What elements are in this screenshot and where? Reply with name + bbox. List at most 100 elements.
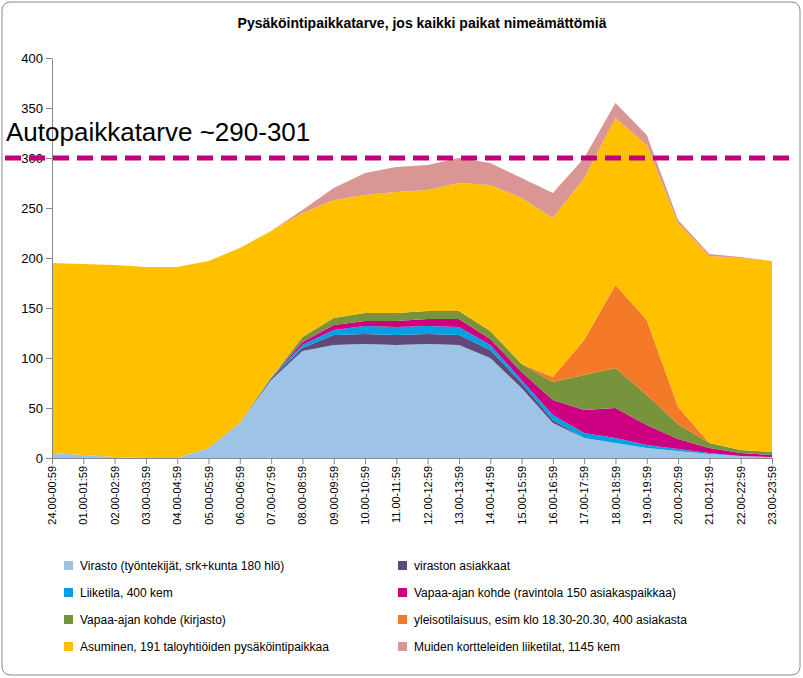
x-tick-label: 06.00-06:59 xyxy=(234,466,246,525)
x-tick: 05.00-05:59 xyxy=(203,458,215,525)
x-tick-label: 10.00-10:59 xyxy=(359,466,371,525)
y-tick-mark xyxy=(46,408,52,409)
y-tick-mark xyxy=(46,308,52,309)
x-tick: 24.00-00:59 xyxy=(46,458,58,525)
y-tick-label: 0 xyxy=(36,451,43,466)
y-axis: 050100150200250300350400 xyxy=(21,51,52,466)
x-tick: 09.00-09:59 xyxy=(328,458,340,525)
legend: Virasto (työntekijät, srk+kunta 180 hlö)… xyxy=(64,559,687,654)
legend-label: viraston asiakkaat xyxy=(414,559,511,573)
x-tick: 04.00-04:59 xyxy=(171,458,183,525)
x-tick-label: 01.00-01:59 xyxy=(77,466,89,525)
x-tick: 17.00-17:59 xyxy=(578,458,590,525)
x-axis: 24.00-00:59 01.00-01:59 02.00-02:59 03.00-0… xyxy=(46,458,778,525)
legend-swatch xyxy=(64,561,73,570)
x-tick-mark xyxy=(709,458,710,464)
x-tick-mark xyxy=(615,458,616,464)
y-tick-mark xyxy=(46,108,52,109)
x-tick-mark xyxy=(177,458,178,464)
legend-label: Vapaa-ajan kohde (ravintola 150 asiakasp… xyxy=(414,586,676,600)
x-tick-label: 16.00-16:59 xyxy=(547,466,559,525)
legend-label: Muiden kortteleiden liiketilat, 1145 kem xyxy=(414,640,620,654)
y-tick-label: 400 xyxy=(21,51,43,66)
y-tick-mark xyxy=(46,208,52,209)
x-tick-mark xyxy=(52,458,53,464)
chart-border xyxy=(2,2,800,675)
x-tick-mark xyxy=(302,458,303,464)
legend-swatch xyxy=(64,588,73,597)
y-tick-label: 50 xyxy=(29,401,43,416)
legend-label: Virasto (työntekijät, srk+kunta 180 hlö) xyxy=(80,559,284,573)
x-tick-label: 24.00-00:59 xyxy=(46,466,58,525)
y-tick: 150 xyxy=(21,301,52,316)
legend-swatch xyxy=(398,588,407,597)
y-tick: 0 xyxy=(36,451,52,466)
x-tick: 02.00-02:59 xyxy=(109,458,121,525)
x-tick-mark xyxy=(240,458,241,464)
x-tick-mark xyxy=(522,458,523,464)
y-tick-label: 350 xyxy=(21,101,43,116)
x-tick-label: 11.00-11:59 xyxy=(390,466,402,523)
x-tick: 01.00-01:59 xyxy=(77,458,89,525)
y-tick-label: 100 xyxy=(21,351,43,366)
x-tick: 20.00-20:59 xyxy=(672,458,684,525)
x-tick-label: 17.00-17:59 xyxy=(578,466,590,525)
x-tick-label: 03.00-03:59 xyxy=(140,466,152,525)
legend-label: Vapaa-ajan kohde (kirjasto) xyxy=(80,613,226,627)
y-tick: 400 xyxy=(21,51,52,66)
x-tick-mark xyxy=(584,458,585,464)
x-tick-mark xyxy=(83,458,84,464)
x-tick: 12.00-12:59 xyxy=(422,458,434,525)
x-tick: 03.00-03:59 xyxy=(140,458,152,525)
x-tick-mark xyxy=(459,458,460,464)
x-tick: 16.00-16:59 xyxy=(547,458,559,525)
x-tick: 18.00-18:59 xyxy=(609,458,621,525)
x-tick: 06.00-06:59 xyxy=(234,458,246,525)
x-tick-label: 02.00-02:59 xyxy=(109,466,121,525)
x-tick: 08.00-08:59 xyxy=(296,458,308,525)
y-tick-label: 150 xyxy=(21,301,43,316)
legend-label: Asuminen, 191 taloyhtiöiden pysäköintipa… xyxy=(80,640,329,654)
x-tick-mark xyxy=(678,458,679,464)
x-tick-label: 20.00-20:59 xyxy=(672,466,684,525)
y-tick-mark xyxy=(46,458,52,459)
x-tick-mark xyxy=(146,458,147,464)
title: Pysäköintipaikkatarve, jos kaikki paikat… xyxy=(238,15,607,31)
x-tick-label: 15.00-15:59 xyxy=(516,466,528,525)
x-tick-mark xyxy=(334,458,335,464)
x-tick-label: 07.00-07:59 xyxy=(265,466,277,525)
x-tick: 15.00-15:59 xyxy=(516,458,528,525)
x-tick-mark xyxy=(428,458,429,464)
x-tick: 14.00-14:59 xyxy=(484,458,496,525)
legend-swatch xyxy=(64,642,73,651)
x-tick-label: 12.00-12:59 xyxy=(422,466,434,525)
y-tick-label: 200 xyxy=(21,251,43,266)
y-tick: 200 xyxy=(21,251,52,266)
x-tick-label: 19.00-19:59 xyxy=(641,466,653,525)
x-tick: 07.00-07:59 xyxy=(265,458,277,525)
x-tick-label: 14.00-14:59 xyxy=(484,466,496,525)
y-tick: 250 xyxy=(21,201,52,216)
x-tick-mark xyxy=(490,458,491,464)
y-tick-mark xyxy=(46,158,52,159)
x-tick-label: 09.00-09:59 xyxy=(328,466,340,525)
y-tick-label: 250 xyxy=(21,201,43,216)
y-tick: 350 xyxy=(21,101,52,116)
y-tick-mark xyxy=(46,58,52,59)
x-tick-label: 04.00-04:59 xyxy=(171,466,183,525)
x-tick-mark xyxy=(271,458,272,464)
chart: Pysäköintipaikkatarve, jos kaikki paikat… xyxy=(0,0,803,678)
x-axis-line xyxy=(53,458,773,459)
x-tick-mark xyxy=(647,458,648,464)
x-tick: 23.00-23:59 xyxy=(766,458,778,525)
y-tick: 50 xyxy=(29,401,52,416)
x-tick-label: 23.00-23:59 xyxy=(766,466,778,525)
x-tick: 19.00-19:59 xyxy=(641,458,653,525)
x-tick-mark xyxy=(115,458,116,464)
x-tick-mark xyxy=(741,458,742,464)
x-tick: 10.00-10:59 xyxy=(359,458,371,525)
y-tick-mark xyxy=(46,258,52,259)
x-tick: 21.00-21:59 xyxy=(703,458,715,525)
x-tick-label: 13.00-13:59 xyxy=(453,466,465,525)
legend-swatch xyxy=(398,615,407,624)
